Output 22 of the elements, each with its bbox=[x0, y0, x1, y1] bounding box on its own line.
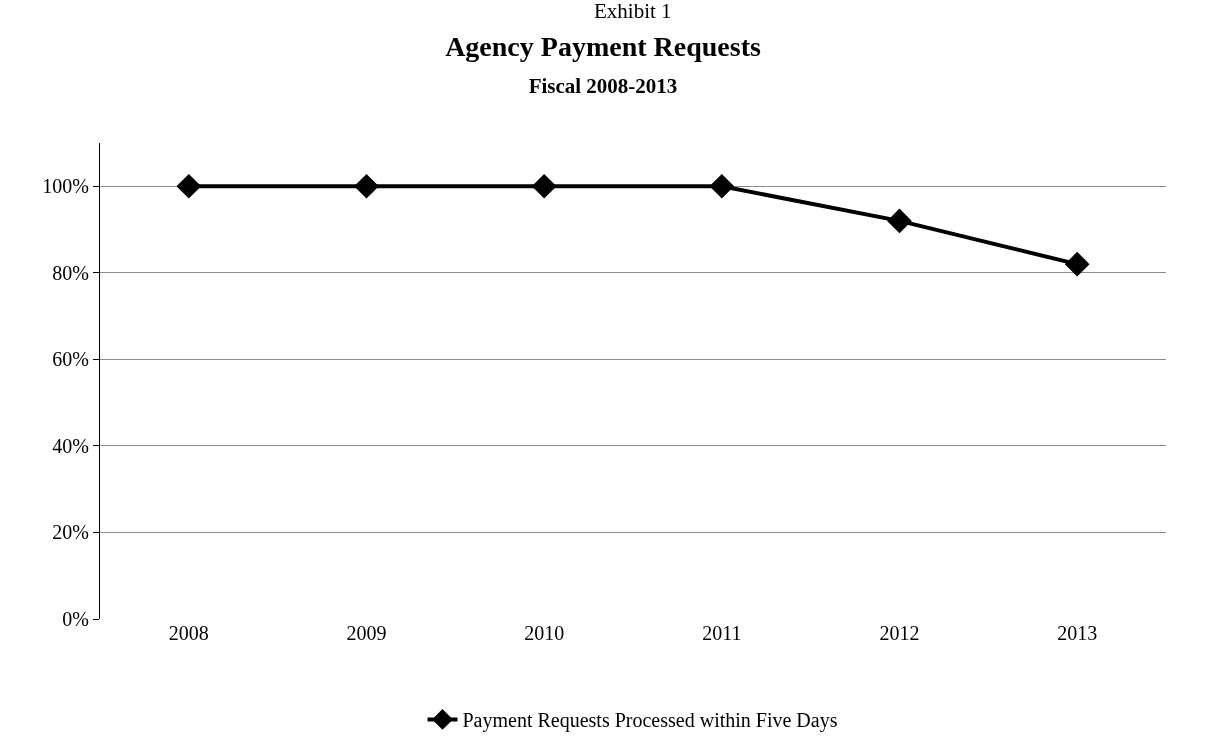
point bbox=[887, 208, 912, 234]
x-tick-label: 2009 bbox=[346, 622, 387, 644]
chart-title: Agency Payment Requests bbox=[445, 31, 761, 63]
point bbox=[531, 173, 557, 199]
y-tick-label: 20% bbox=[52, 521, 89, 544]
y-tick-label: 100% bbox=[42, 175, 89, 198]
y-tick-label: 60% bbox=[52, 348, 89, 371]
y-tick-label: 0% bbox=[62, 608, 89, 630]
x-tick-label: 2013 bbox=[1057, 622, 1098, 644]
point bbox=[176, 173, 202, 199]
point bbox=[1064, 251, 1090, 277]
text: Exhibit 1 bbox=[594, 0, 672, 23]
x-tick-label: 2008 bbox=[168, 622, 209, 644]
y-tick-label: 80% bbox=[52, 261, 89, 284]
point bbox=[354, 173, 379, 199]
x-tick-label: 2011 bbox=[702, 622, 742, 644]
legend-label: Payment Requests Processed within Five Days bbox=[462, 709, 838, 733]
point bbox=[709, 173, 735, 199]
x-tick-label: 2012 bbox=[879, 622, 920, 644]
chart-subtitle: Fiscal 2008-2013 bbox=[528, 73, 678, 98]
y-tick-label: 40% bbox=[52, 434, 89, 457]
x-tick-label: 2010 bbox=[524, 622, 565, 644]
